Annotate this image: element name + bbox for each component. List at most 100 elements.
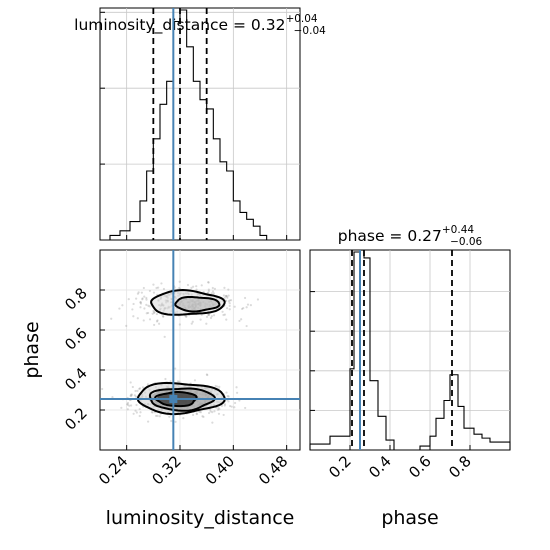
scatter-point <box>142 286 145 290</box>
y-tick-label-phase: 0.6 <box>61 324 91 354</box>
scatter-point <box>147 304 150 307</box>
scatter-point <box>199 318 202 321</box>
scatter-point <box>216 385 219 388</box>
scatter-point <box>145 296 148 300</box>
scatter-point <box>186 283 190 287</box>
y-tick-label-phase: 0.4 <box>61 364 91 394</box>
scatter-point <box>245 324 248 328</box>
scatter-point <box>129 394 132 397</box>
scatter-point <box>221 310 224 313</box>
scatter-point <box>242 306 245 310</box>
scatter-truth-marker <box>169 395 178 403</box>
scatter-point <box>169 380 172 383</box>
scatter-point <box>191 413 195 417</box>
scatter-point <box>223 296 226 299</box>
x-axis-label-luminosity: luminosity_distance <box>106 507 295 529</box>
x-tick-label-phase: 0.4 <box>365 452 395 482</box>
luminosity-title: luminosity_distance = 0.32+0.04 −0.04 <box>74 13 326 37</box>
scatter-point <box>145 298 148 301</box>
scatter-point <box>227 288 230 291</box>
scatter-point <box>141 386 145 389</box>
x-tick-label-phase: 0.2 <box>325 452 355 482</box>
phase-title: phase = 0.27+0.44 −0.06 <box>338 224 483 248</box>
scatter-point <box>136 317 139 320</box>
scatter-point <box>228 304 231 308</box>
scatter-point <box>226 296 229 299</box>
scatter-point <box>134 395 138 398</box>
scatter-point <box>233 406 236 409</box>
scatter-point <box>126 403 129 406</box>
scatter-point <box>211 411 214 414</box>
scatter-point <box>174 420 177 423</box>
scatter-point <box>130 394 133 397</box>
scatter-point <box>223 403 227 406</box>
phase-histogram-step <box>309 249 511 451</box>
scatter-point <box>205 315 209 318</box>
scatter-point <box>210 292 213 295</box>
scatter-point <box>200 284 203 287</box>
scatter-point <box>155 286 158 290</box>
scatter-point <box>207 290 210 293</box>
x-tick-label-phase: 0.6 <box>405 452 435 482</box>
scatter-point <box>225 295 229 298</box>
scatter-point <box>228 299 231 302</box>
scatter-point <box>211 290 215 293</box>
scatter-point <box>151 312 154 315</box>
scatter-point <box>241 307 244 311</box>
scatter-point <box>216 408 220 411</box>
scatter-point <box>249 304 252 307</box>
scatter-point <box>132 412 135 415</box>
scatter-point <box>154 414 158 418</box>
scatter-point <box>101 387 104 391</box>
scatter-point <box>225 318 228 321</box>
scatter-point <box>153 311 156 314</box>
luminosity-title-sub: −0.04 <box>294 25 326 37</box>
scatter-point <box>150 410 153 414</box>
scatter-point <box>207 411 211 415</box>
luminosity-title-sup: +0.04 <box>285 13 317 25</box>
scatter-point <box>207 288 210 291</box>
scatter-point <box>133 394 136 397</box>
scatter-point <box>139 302 143 305</box>
scatter-point <box>146 383 150 386</box>
scatter-point <box>223 286 226 289</box>
scatter-point <box>191 320 194 323</box>
scatter-point <box>217 412 221 415</box>
scatter-point <box>223 313 227 316</box>
chart-marks: 0.24 0.32 0.40 0.48 0.2 0.4 0.6 0.8 0.2 0.4 0.6 0.8 <box>61 8 511 488</box>
scatter-point <box>220 404 224 408</box>
scatter-point <box>235 391 239 394</box>
scatter-point <box>226 394 229 398</box>
scatter-point <box>135 411 138 414</box>
scatter-point <box>160 282 163 285</box>
contour-upper-0 <box>150 288 226 316</box>
scatter-point <box>134 409 137 412</box>
scatter-point <box>141 297 144 300</box>
scatter-point <box>207 281 210 284</box>
scatter-point <box>136 389 139 392</box>
scatter-point <box>174 367 177 370</box>
scatter-point <box>206 373 209 377</box>
scatter-point <box>230 405 233 408</box>
scatter-point <box>233 305 236 308</box>
scatter-point <box>139 301 142 304</box>
scatter-point <box>207 313 210 316</box>
scatter-point <box>190 286 193 289</box>
scatter-point <box>148 318 152 321</box>
scatter-point <box>139 411 142 414</box>
scatter-point <box>185 315 188 318</box>
scatter-point <box>125 324 128 327</box>
scatter-point <box>153 323 156 327</box>
scatter-point <box>168 415 171 418</box>
scatter-point <box>153 311 156 314</box>
scatter-point <box>178 380 181 383</box>
scatter-point <box>195 412 198 415</box>
scatter-point <box>246 303 250 306</box>
scatter-point <box>222 294 226 297</box>
scatter-point <box>199 411 202 414</box>
scatter-point <box>228 404 232 408</box>
scatter-point <box>210 315 213 318</box>
scatter-point <box>129 404 133 407</box>
scatter-point <box>223 404 226 407</box>
